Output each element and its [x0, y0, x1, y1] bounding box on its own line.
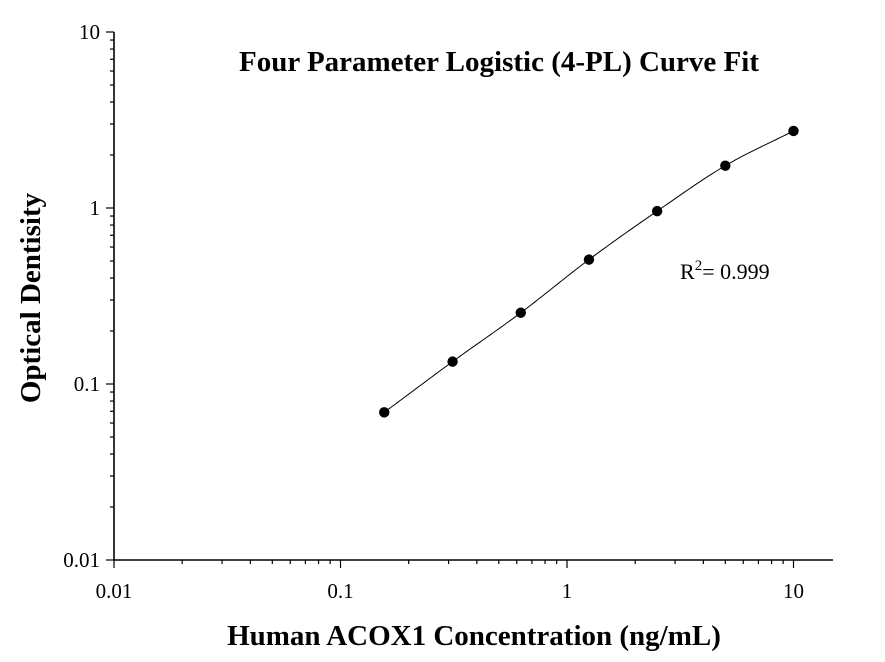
x-tick-label: 0.01 — [96, 579, 133, 603]
data-point — [583, 254, 595, 265]
x-tick-label: 0.1 — [327, 579, 353, 603]
data-point — [720, 160, 731, 171]
y-tick-label: 10 — [79, 20, 100, 44]
y-tick-label: 0.1 — [74, 372, 100, 396]
r-squared-value: = 0.999 — [702, 259, 769, 284]
data-point — [447, 356, 458, 367]
axes — [113, 32, 833, 561]
chart-title: Four Parameter Logistic (4-PL) Curve Fit — [239, 46, 759, 78]
r-squared-superscript: 2 — [695, 258, 703, 274]
data-point — [379, 407, 390, 418]
y-tick-label: 0.01 — [63, 548, 100, 572]
data-point — [515, 307, 526, 318]
x-tick-label: 1 — [562, 579, 573, 603]
r-squared-prefix: R — [680, 259, 695, 284]
x-axis-label: Human ACOX1 Concentration (ng/mL) — [227, 620, 721, 652]
x-tick-label: 10 — [783, 579, 804, 603]
axis-ticks: 0.01 0.1 1 10 0.01 0.1 1 10 — [63, 20, 804, 603]
y-axis-label: Optical Dentisity — [15, 192, 47, 403]
y-tick-label: 1 — [90, 196, 101, 220]
data-point — [651, 205, 663, 217]
data-point — [788, 125, 799, 137]
data-points — [379, 125, 799, 418]
r-squared-annotation: R2= 0.999 — [680, 258, 770, 284]
